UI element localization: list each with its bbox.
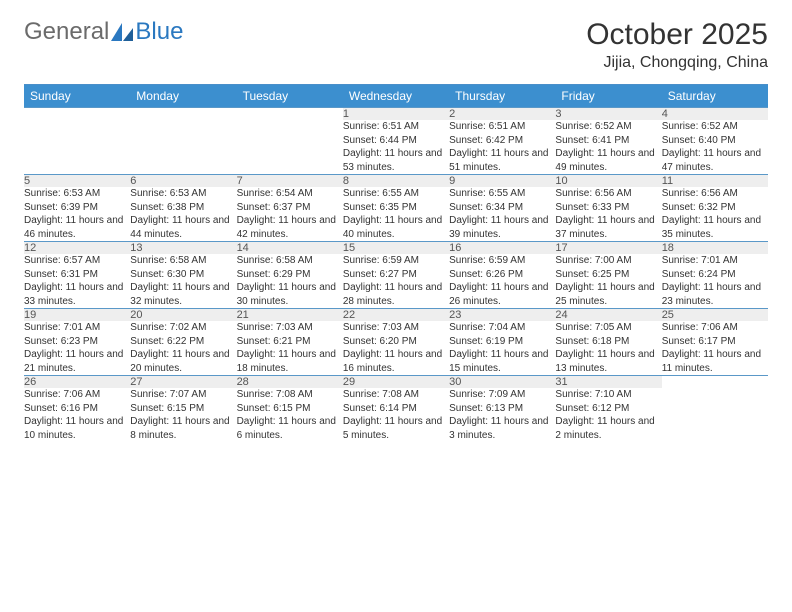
day-number-cell: 30	[449, 376, 555, 389]
day-detail-cell	[662, 388, 768, 442]
day-number-cell: 20	[130, 309, 236, 322]
day-detail-cell: Sunrise: 6:51 AMSunset: 6:44 PMDaylight:…	[343, 120, 449, 175]
day-number-cell: 11	[662, 175, 768, 188]
day-number-row: 19202122232425	[24, 309, 768, 322]
day-detail-row: Sunrise: 7:01 AMSunset: 6:23 PMDaylight:…	[24, 321, 768, 376]
day-detail-cell: Sunrise: 7:03 AMSunset: 6:21 PMDaylight:…	[237, 321, 343, 376]
day-number-cell: 4	[662, 108, 768, 121]
day-detail-cell: Sunrise: 6:53 AMSunset: 6:38 PMDaylight:…	[130, 187, 236, 242]
weekday-header: Thursday	[449, 85, 555, 108]
logo-text-general: General	[24, 18, 109, 46]
day-detail-cell: Sunrise: 7:07 AMSunset: 6:15 PMDaylight:…	[130, 388, 236, 442]
day-detail-cell: Sunrise: 6:55 AMSunset: 6:35 PMDaylight:…	[343, 187, 449, 242]
day-number-cell: 29	[343, 376, 449, 389]
day-number-cell: 31	[555, 376, 661, 389]
day-detail-cell: Sunrise: 7:08 AMSunset: 6:14 PMDaylight:…	[343, 388, 449, 442]
day-number-cell: 12	[24, 242, 130, 255]
day-detail-cell: Sunrise: 7:01 AMSunset: 6:24 PMDaylight:…	[662, 254, 768, 309]
day-number-cell: 21	[237, 309, 343, 322]
day-detail-cell: Sunrise: 6:54 AMSunset: 6:37 PMDaylight:…	[237, 187, 343, 242]
title-block: October 2025 Jijia, Chongqing, China	[586, 18, 768, 72]
day-number-cell: 28	[237, 376, 343, 389]
day-detail-cell: Sunrise: 7:01 AMSunset: 6:23 PMDaylight:…	[24, 321, 130, 376]
day-detail-cell: Sunrise: 6:59 AMSunset: 6:27 PMDaylight:…	[343, 254, 449, 309]
day-detail-cell: Sunrise: 7:10 AMSunset: 6:12 PMDaylight:…	[555, 388, 661, 442]
day-detail-cell: Sunrise: 6:56 AMSunset: 6:32 PMDaylight:…	[662, 187, 768, 242]
day-detail-cell: Sunrise: 6:58 AMSunset: 6:30 PMDaylight:…	[130, 254, 236, 309]
day-number-cell: 15	[343, 242, 449, 255]
day-detail-cell: Sunrise: 6:53 AMSunset: 6:39 PMDaylight:…	[24, 187, 130, 242]
day-detail-cell: Sunrise: 6:57 AMSunset: 6:31 PMDaylight:…	[24, 254, 130, 309]
day-number-cell	[130, 108, 236, 121]
day-number-row: 567891011	[24, 175, 768, 188]
month-title: October 2025	[586, 18, 768, 52]
day-number-cell: 27	[130, 376, 236, 389]
day-number-cell	[662, 376, 768, 389]
weekday-header: Saturday	[662, 85, 768, 108]
day-number-cell: 7	[237, 175, 343, 188]
day-number-cell: 22	[343, 309, 449, 322]
weekday-header: Monday	[130, 85, 236, 108]
weekday-header-row: SundayMondayTuesdayWednesdayThursdayFrid…	[24, 85, 768, 108]
weekday-header: Wednesday	[343, 85, 449, 108]
day-number-cell: 2	[449, 108, 555, 121]
day-detail-cell: Sunrise: 6:56 AMSunset: 6:33 PMDaylight:…	[555, 187, 661, 242]
day-number-cell: 19	[24, 309, 130, 322]
day-detail-cell	[24, 120, 130, 175]
day-number-cell: 18	[662, 242, 768, 255]
day-detail-cell: Sunrise: 7:08 AMSunset: 6:15 PMDaylight:…	[237, 388, 343, 442]
day-detail-cell: Sunrise: 6:52 AMSunset: 6:41 PMDaylight:…	[555, 120, 661, 175]
day-detail-cell: Sunrise: 7:03 AMSunset: 6:20 PMDaylight:…	[343, 321, 449, 376]
day-number-cell: 3	[555, 108, 661, 121]
day-number-cell: 5	[24, 175, 130, 188]
day-detail-cell	[130, 120, 236, 175]
day-number-cell: 23	[449, 309, 555, 322]
day-number-cell: 6	[130, 175, 236, 188]
logo-text-blue: Blue	[135, 18, 183, 46]
day-detail-cell: Sunrise: 7:04 AMSunset: 6:19 PMDaylight:…	[449, 321, 555, 376]
day-detail-cell: Sunrise: 6:59 AMSunset: 6:26 PMDaylight:…	[449, 254, 555, 309]
day-number-cell	[237, 108, 343, 121]
location-text: Jijia, Chongqing, China	[586, 54, 768, 72]
day-number-cell: 1	[343, 108, 449, 121]
calendar-table: SundayMondayTuesdayWednesdayThursdayFrid…	[24, 85, 768, 442]
day-detail-cell: Sunrise: 6:51 AMSunset: 6:42 PMDaylight:…	[449, 120, 555, 175]
header: General Blue October 2025 Jijia, Chongqi…	[24, 18, 768, 72]
day-detail-cell: Sunrise: 6:52 AMSunset: 6:40 PMDaylight:…	[662, 120, 768, 175]
day-number-cell: 17	[555, 242, 661, 255]
day-detail-cell: Sunrise: 7:06 AMSunset: 6:16 PMDaylight:…	[24, 388, 130, 442]
day-number-row: 262728293031	[24, 376, 768, 389]
day-detail-cell: Sunrise: 7:05 AMSunset: 6:18 PMDaylight:…	[555, 321, 661, 376]
day-number-row: 12131415161718	[24, 242, 768, 255]
day-number-cell: 14	[237, 242, 343, 255]
day-number-cell: 24	[555, 309, 661, 322]
day-number-cell: 26	[24, 376, 130, 389]
day-detail-cell: Sunrise: 7:00 AMSunset: 6:25 PMDaylight:…	[555, 254, 661, 309]
weekday-header: Friday	[555, 85, 661, 108]
day-number-cell: 8	[343, 175, 449, 188]
day-detail-cell: Sunrise: 7:09 AMSunset: 6:13 PMDaylight:…	[449, 388, 555, 442]
day-detail-cell: Sunrise: 7:02 AMSunset: 6:22 PMDaylight:…	[130, 321, 236, 376]
day-number-cell: 10	[555, 175, 661, 188]
day-number-cell: 16	[449, 242, 555, 255]
day-number-cell: 9	[449, 175, 555, 188]
day-detail-row: Sunrise: 7:06 AMSunset: 6:16 PMDaylight:…	[24, 388, 768, 442]
day-detail-cell: Sunrise: 6:55 AMSunset: 6:34 PMDaylight:…	[449, 187, 555, 242]
day-number-cell	[24, 108, 130, 121]
day-detail-row: Sunrise: 6:57 AMSunset: 6:31 PMDaylight:…	[24, 254, 768, 309]
logo: General Blue	[24, 18, 183, 46]
weekday-header: Tuesday	[237, 85, 343, 108]
weekday-header: Sunday	[24, 85, 130, 108]
day-detail-cell: Sunrise: 6:58 AMSunset: 6:29 PMDaylight:…	[237, 254, 343, 309]
day-detail-row: Sunrise: 6:53 AMSunset: 6:39 PMDaylight:…	[24, 187, 768, 242]
day-number-row: 1234	[24, 108, 768, 121]
day-detail-row: Sunrise: 6:51 AMSunset: 6:44 PMDaylight:…	[24, 120, 768, 175]
day-number-cell: 25	[662, 309, 768, 322]
logo-sail-icon	[111, 23, 133, 41]
day-detail-cell: Sunrise: 7:06 AMSunset: 6:17 PMDaylight:…	[662, 321, 768, 376]
day-number-cell: 13	[130, 242, 236, 255]
day-detail-cell	[237, 120, 343, 175]
